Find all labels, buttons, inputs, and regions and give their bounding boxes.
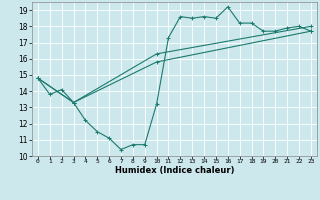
X-axis label: Humidex (Indice chaleur): Humidex (Indice chaleur) xyxy=(115,166,234,175)
